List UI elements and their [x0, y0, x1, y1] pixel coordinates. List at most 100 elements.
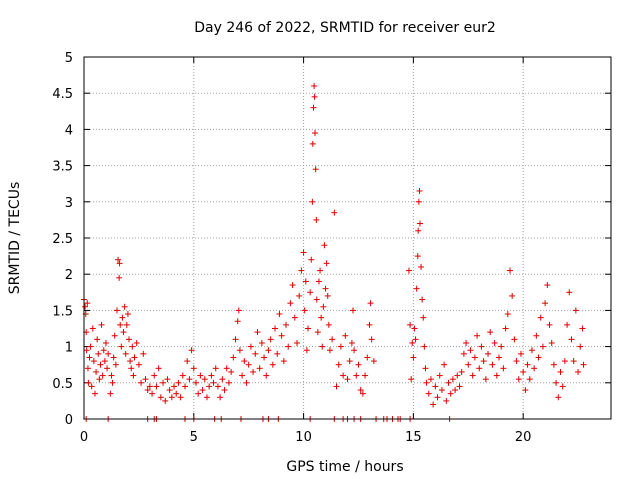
data-point: [269, 361, 276, 368]
data-point: [566, 289, 573, 296]
data-point: [131, 354, 138, 361]
data-point: [480, 358, 487, 365]
data-point: [89, 325, 96, 332]
data-point: [296, 292, 303, 299]
data-point: [411, 325, 418, 332]
data-point: [568, 336, 575, 343]
data-point: [223, 365, 230, 372]
data-point: [438, 387, 445, 394]
x-tick-label: 0: [80, 430, 88, 445]
data-point: [160, 379, 167, 386]
data-point: [346, 358, 353, 365]
data-point: [155, 365, 162, 372]
data-point: [498, 343, 505, 350]
data-point: [311, 82, 318, 89]
data-point: [267, 336, 274, 343]
data-point: [111, 332, 118, 339]
data-point: [493, 372, 500, 379]
data-point: [537, 314, 544, 321]
data-point: [99, 372, 106, 379]
data-point: [419, 296, 426, 303]
data-point: [285, 343, 292, 350]
data-point: [405, 267, 412, 274]
data-point: [511, 336, 518, 343]
data-point: [415, 227, 422, 234]
data-point: [445, 379, 452, 386]
data-point: [555, 394, 562, 401]
y-tick-labels: 0 0.5 1 1.5 2 2.5 3 3.5 4 4.5 5: [52, 51, 73, 428]
data-point: [280, 358, 287, 365]
data-point: [362, 372, 369, 379]
data-point: [504, 311, 511, 318]
data-point: [245, 361, 252, 368]
data-point: [291, 314, 298, 321]
y-tick-label: 0: [65, 413, 73, 428]
data-point: [320, 303, 327, 310]
data-point: [423, 379, 430, 386]
data-point: [108, 372, 115, 379]
data-point: [329, 336, 336, 343]
data-point: [84, 300, 91, 307]
data-point: [454, 372, 461, 379]
data-point: [496, 354, 503, 361]
data-point: [122, 350, 129, 357]
data-point: [177, 394, 184, 401]
data-point: [97, 361, 104, 368]
data-point: [308, 256, 315, 263]
data-point: [274, 350, 281, 357]
data-point: [278, 332, 285, 339]
data-point: [312, 130, 319, 137]
x-tick-label: 5: [190, 430, 198, 445]
data-point: [254, 329, 261, 336]
data-point: [199, 387, 206, 394]
data-point: [197, 372, 204, 379]
data-point: [416, 187, 423, 194]
data-point: [234, 318, 241, 325]
y-tick-label: 3.5: [52, 160, 73, 175]
data-point: [463, 339, 470, 346]
data-point: [84, 365, 91, 372]
data-point: [192, 379, 199, 386]
data-point: [182, 383, 189, 390]
data-point: [287, 300, 294, 307]
data-point: [265, 347, 272, 354]
data-point: [83, 347, 90, 354]
data-point: [436, 372, 443, 379]
data-point: [309, 140, 316, 147]
data-point: [553, 379, 560, 386]
data-point: [188, 347, 195, 354]
data-point: [323, 260, 330, 267]
data-point: [98, 321, 105, 328]
data-point: [425, 390, 432, 397]
data-point: [309, 198, 316, 205]
data-point: [427, 376, 434, 383]
data-point: [524, 361, 531, 368]
y-tick-label: 2: [65, 268, 73, 283]
data-point: [272, 325, 279, 332]
data-point: [129, 343, 136, 350]
data-point: [289, 282, 296, 289]
data-point: [301, 307, 308, 314]
data-point: [502, 325, 509, 332]
y-tick-label: 1: [65, 341, 73, 356]
data-point: [314, 329, 321, 336]
data-point: [124, 311, 131, 318]
data-point: [317, 267, 324, 274]
data-point: [186, 376, 193, 383]
data-point: [119, 314, 126, 321]
data-point: [577, 343, 584, 350]
data-point: [304, 325, 311, 332]
data-point: [312, 166, 319, 173]
grid-lines: [84, 57, 611, 419]
data-point: [164, 376, 171, 383]
data-point: [153, 383, 160, 390]
data-point: [517, 350, 524, 357]
data-point: [482, 376, 489, 383]
data-point: [434, 394, 441, 401]
data-point: [559, 383, 566, 390]
data-point: [214, 383, 221, 390]
x-tick-label: 15: [405, 430, 422, 445]
data-point: [344, 376, 351, 383]
data-point: [208, 372, 215, 379]
data-point: [110, 354, 117, 361]
